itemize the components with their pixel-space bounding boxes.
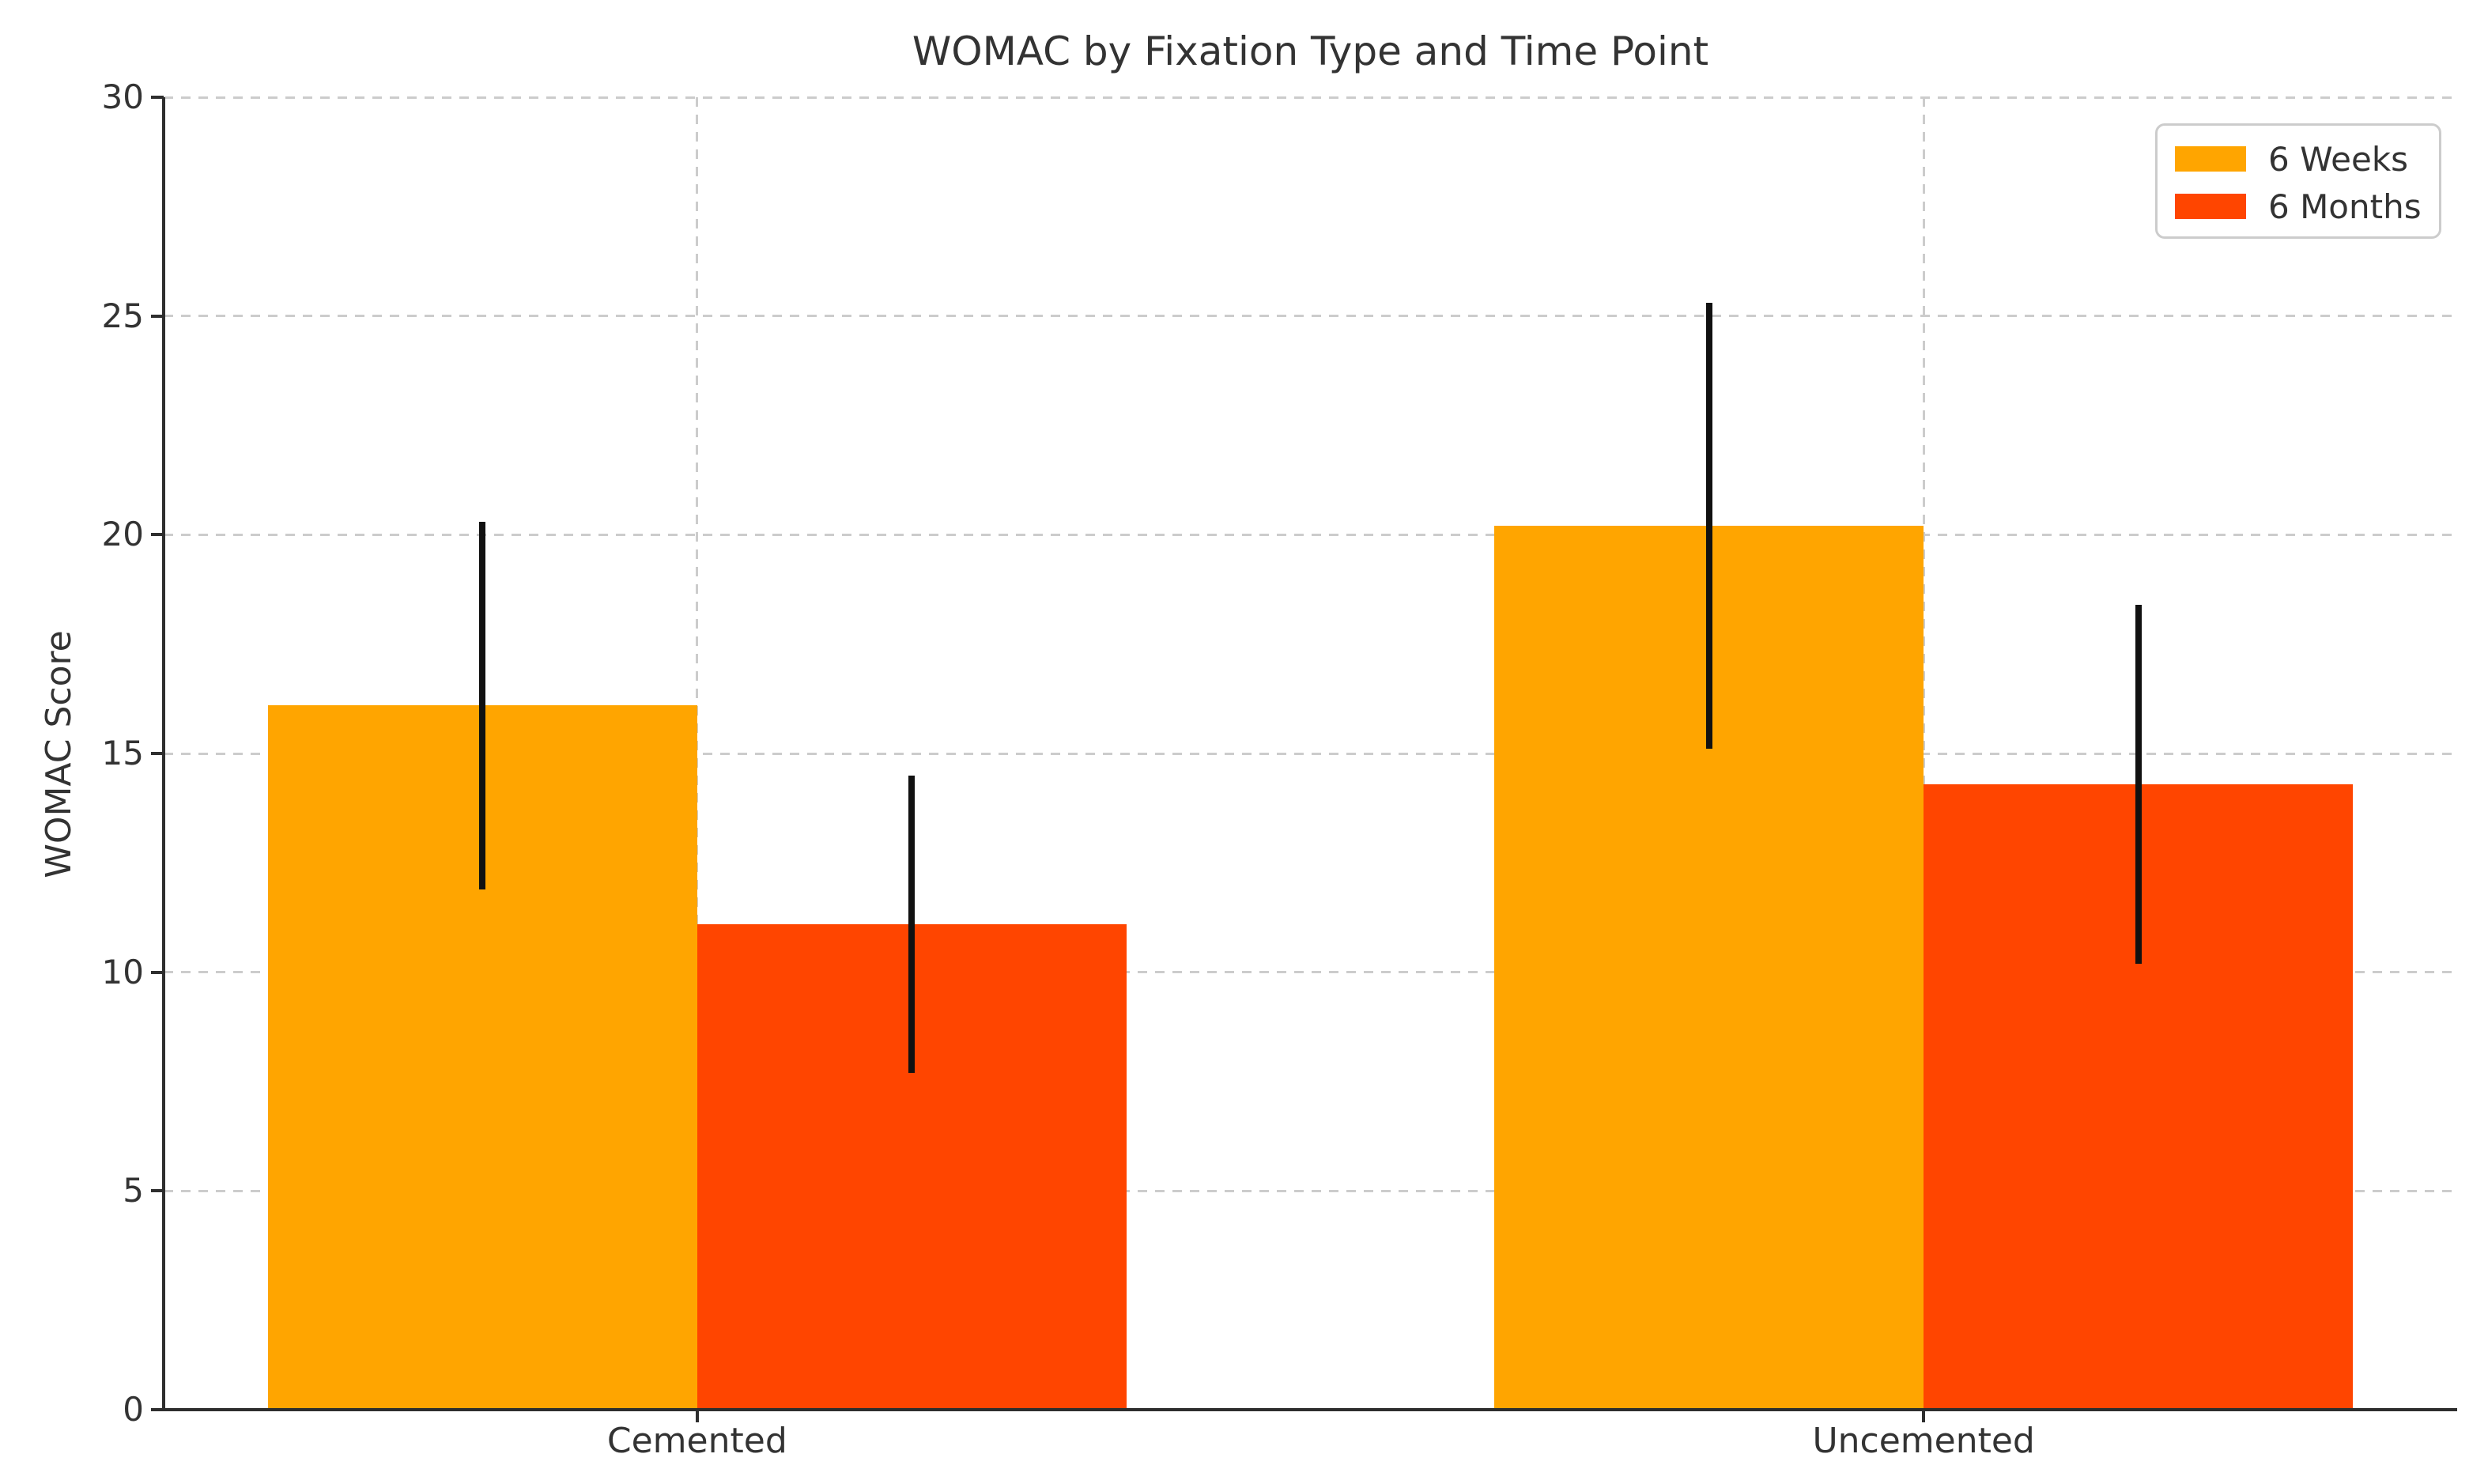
legend-label: 6 Weeks <box>2268 139 2409 179</box>
x-tick-label: Uncemented <box>1812 1421 2035 1461</box>
y-tick-mark <box>151 533 164 537</box>
y-tick-label: 0 <box>123 1390 144 1429</box>
h-gridline <box>164 1189 2457 1192</box>
h-gridline <box>164 752 2457 755</box>
h-gridline <box>164 315 2457 318</box>
legend-swatch <box>2175 146 2246 172</box>
y-tick-mark <box>151 1408 164 1411</box>
bottom-spine <box>162 1408 2457 1411</box>
y-tick-label: 25 <box>101 296 144 335</box>
legend-item: 6 Months <box>2175 183 2439 230</box>
x-tick-mark <box>695 1410 699 1422</box>
error-bar <box>479 521 486 889</box>
v-gridline <box>696 97 699 1410</box>
error-bar <box>1705 303 1712 750</box>
y-tick-label: 5 <box>123 1171 144 1210</box>
y-tick-label: 15 <box>101 734 144 772</box>
left-spine <box>162 97 165 1410</box>
h-gridline <box>164 96 2457 99</box>
y-tick-label: 20 <box>101 515 144 554</box>
x-tick-label: Cemented <box>606 1421 787 1461</box>
y-tick-mark <box>151 752 164 755</box>
y-tick-mark <box>151 1189 164 1193</box>
y-tick-label: 30 <box>101 77 144 116</box>
h-gridline <box>164 533 2457 536</box>
y-tick-mark <box>151 96 164 99</box>
legend-label: 6 Months <box>2268 187 2422 226</box>
y-tick-mark <box>151 970 164 974</box>
v-gridline <box>1922 97 1925 1410</box>
plot-area: 6 Weeks 6 Months <box>162 96 2457 1411</box>
x-tick-mark <box>1922 1410 1926 1422</box>
error-bar <box>908 775 916 1073</box>
legend-item: 6 Weeks <box>2175 135 2439 183</box>
legend-swatch <box>2175 194 2246 219</box>
y-tick-label: 10 <box>101 952 144 991</box>
legend: 6 Weeks 6 Months <box>2155 123 2441 239</box>
y-tick-mark <box>151 314 164 318</box>
chart-title: WOMAC by Fixation Type and Time Point <box>912 28 1709 74</box>
h-gridline <box>164 971 2457 974</box>
error-bar <box>2135 604 2142 964</box>
